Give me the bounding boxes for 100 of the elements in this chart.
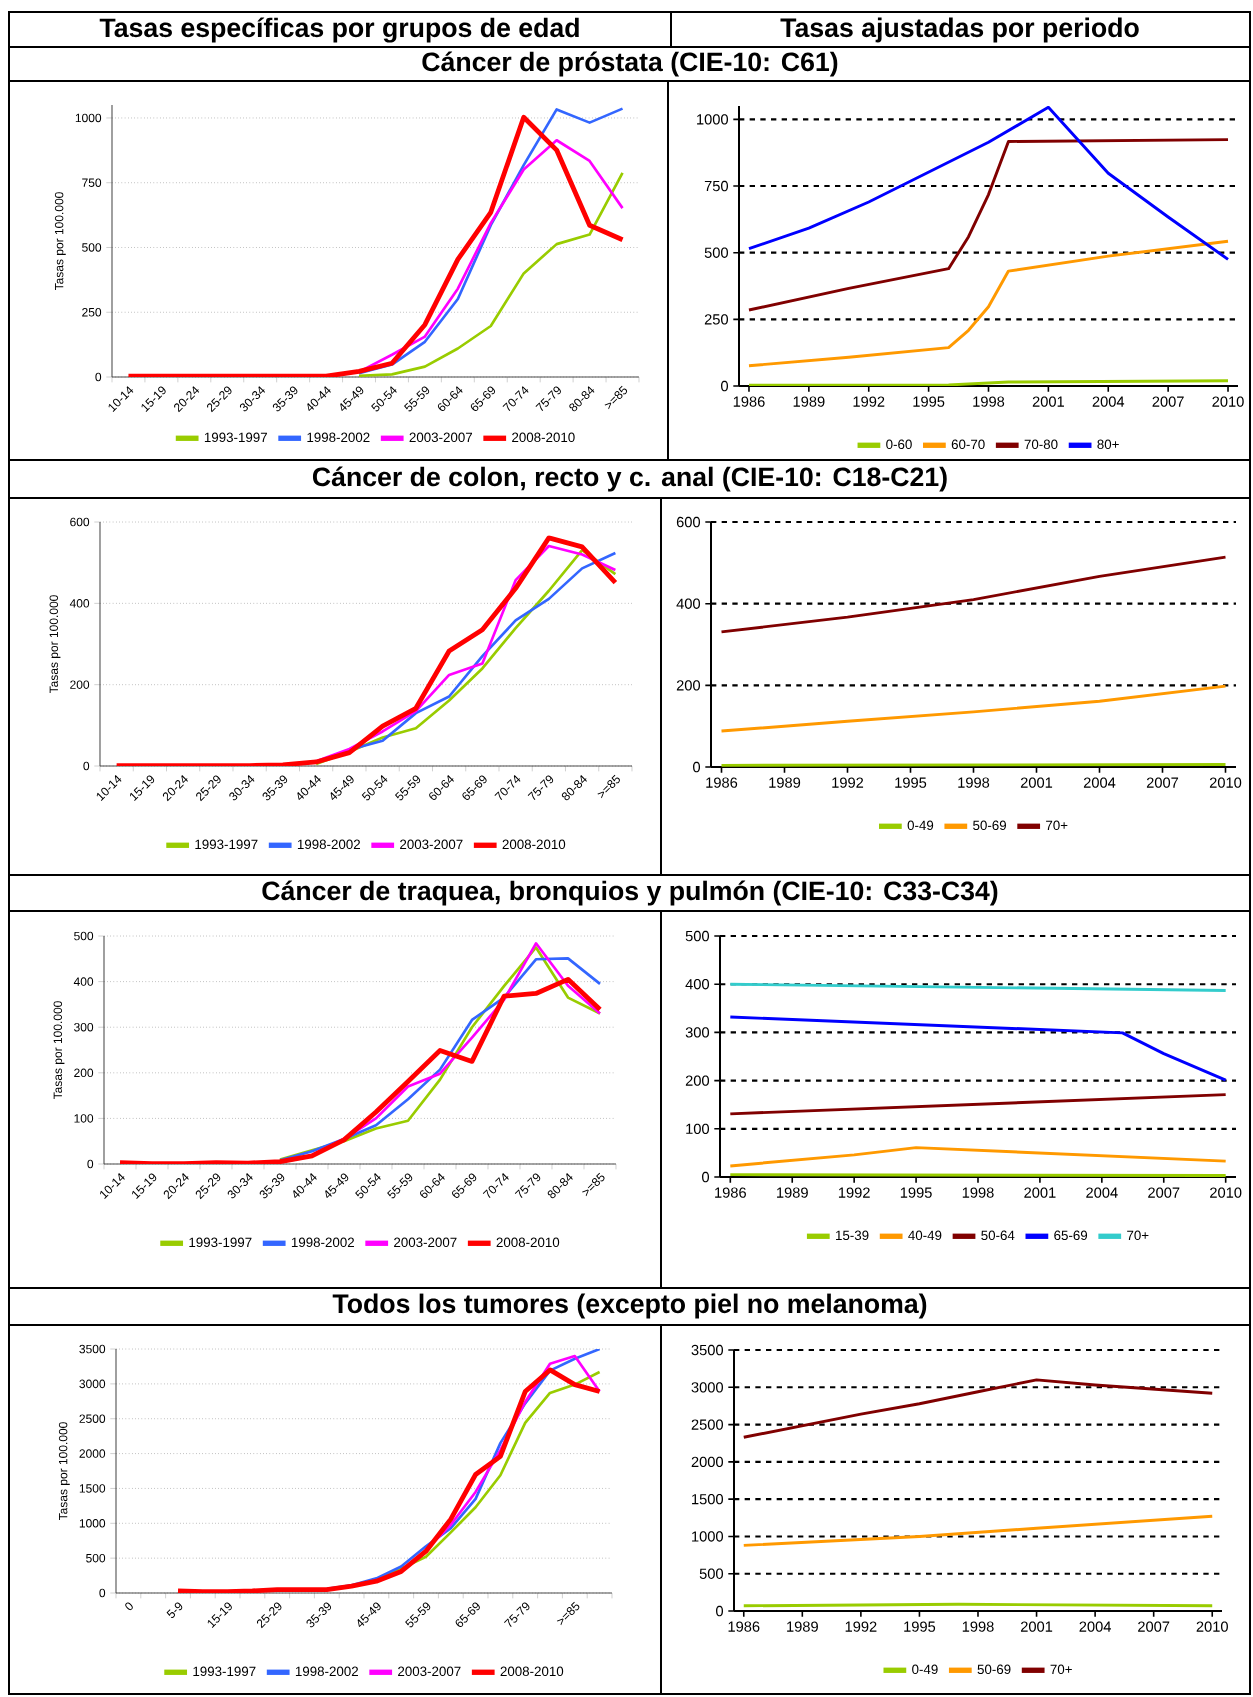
y-tick-label: 600 (676, 516, 701, 528)
legend-label: 50-64 (981, 1230, 1015, 1241)
line-series (742, 1378, 1214, 1439)
y-tick-label: 0 (83, 761, 90, 771)
legend-label: 1993-1997 (189, 1237, 252, 1248)
y-tick-label: 200 (74, 1068, 94, 1078)
y-tick-label: 0 (87, 1159, 94, 1169)
x-tick-label: 1989 (787, 1621, 818, 1632)
y-tick-label: 1000 (697, 114, 728, 125)
legend-label: 0-49 (912, 1664, 938, 1675)
x-tick-label: 0 (125, 1602, 133, 1611)
x-tick-label: 1989 (769, 777, 801, 788)
legend-label: 1993-1997 (195, 839, 258, 850)
x-tick-label: 2010 (1196, 1621, 1228, 1632)
x-tick-label: 2001 (1024, 1187, 1056, 1198)
legend-label: 70+ (1046, 820, 1068, 831)
y-tick-label: 3500 (79, 1344, 106, 1354)
y-tick-label: 200 (676, 680, 701, 691)
line-series (747, 239, 1230, 368)
x-tick-label: 2010 (1210, 1187, 1242, 1198)
x-tick-label: 1992 (832, 777, 864, 788)
legend-label: 1998-2002 (295, 1666, 358, 1677)
legend-label: 70-80 (1024, 439, 1058, 450)
chart-title: Tasas específicas por grupos de edad (99, 17, 579, 43)
y-tick-label: 300 (685, 1027, 710, 1038)
legend-label: 1998-2002 (291, 1237, 354, 1248)
legend-label: 1998-2002 (307, 432, 370, 443)
legend-label: 2003-2007 (398, 1666, 461, 1677)
x-tick-label: 1986 (733, 396, 765, 407)
legend-label: 2003-2007 (394, 1237, 457, 1248)
x-tick-label: 1998 (958, 777, 990, 788)
y-tick-label: 2000 (691, 1456, 723, 1468)
y-tick-label: 1500 (79, 1484, 106, 1493)
y-tick-label: 250 (704, 314, 729, 325)
y-tick-label: 300 (74, 1022, 94, 1032)
x-tick-label: 2010 (1209, 777, 1242, 788)
x-tick-label: 1998 (962, 1621, 994, 1632)
x-tick-label: 2004 (1092, 396, 1125, 407)
legend-label: 2003-2007 (409, 432, 473, 443)
y-tick-label: 400 (676, 598, 701, 609)
y-axis-title: Tasas por 100.000 (49, 595, 61, 694)
legend-label: 50-69 (973, 820, 1007, 831)
legend-label: 80+ (1097, 439, 1119, 450)
y-tick-label: 0 (95, 372, 102, 382)
x-tick-label: 2007 (1146, 777, 1179, 788)
chart-title: Cáncer de traquea, bronquios y pulmón (CIE-10: C33-C34) (262, 880, 998, 906)
y-tick-label: 500 (699, 1568, 724, 1579)
legend-label: 0-49 (907, 820, 934, 831)
legend-label: 40-49 (908, 1230, 942, 1241)
x-tick-label: 1995 (913, 396, 945, 407)
x-tick-label: 2001 (1032, 396, 1064, 407)
legend-label: 2008-2010 (502, 839, 566, 850)
x-tick-label: 1986 (715, 1187, 746, 1198)
x-tick-label: 2004 (1086, 1187, 1118, 1198)
x-tick-label: 2007 (1138, 1621, 1170, 1632)
x-tick-label: 2010 (1212, 396, 1244, 407)
y-tick-label: 400 (73, 977, 94, 986)
y-tick-label: 250 (82, 308, 102, 317)
y-tick-label: 400 (685, 979, 710, 990)
x-tick-label: 1992 (845, 1621, 877, 1632)
y-tick-label: 750 (82, 178, 102, 187)
y-tick-label: 0 (693, 761, 701, 773)
y-tick-label: 400 (69, 599, 90, 608)
x-tick-label: 1989 (793, 396, 825, 407)
y-tick-label: 600 (70, 517, 90, 527)
x-tick-label: 1995 (900, 1187, 932, 1198)
y-tick-label: 500 (704, 247, 729, 258)
legend-label: 70+ (1050, 1664, 1072, 1675)
y-tick-label: 1000 (79, 1519, 106, 1528)
x-tick-label: 2001 (1020, 1621, 1053, 1632)
y-tick-label: 3500 (691, 1344, 723, 1356)
line-series (357, 171, 624, 378)
line-series (117, 976, 603, 1165)
line-series (728, 1146, 1228, 1168)
chart-title: Cáncer de colon, recto y c. anal (CIE-10: C18-C21) (312, 466, 947, 492)
legend-label: 65-69 (1054, 1230, 1088, 1241)
x-tick-label: 2007 (1148, 1187, 1180, 1198)
x-tick-label: 2007 (1152, 396, 1184, 407)
y-axis-title: Tasas por 100.000 (58, 1422, 70, 1521)
legend-label: 50-69 (977, 1664, 1011, 1675)
x-tick-label: 5-9 (166, 1602, 183, 1618)
legend-label: 2003-2007 (400, 839, 463, 850)
x-tick-label: 2004 (1079, 1621, 1111, 1632)
y-tick-label: 100 (74, 1114, 94, 1123)
y-tick-label: 200 (685, 1075, 710, 1086)
x-tick-label: 1989 (777, 1187, 808, 1198)
y-axis-title: Tasas por 100.000 (53, 1001, 65, 1100)
chart-title: Tasas ajustadas por periodo (780, 17, 1139, 43)
x-tick-label: 1998 (973, 396, 1005, 407)
line-series (747, 138, 1230, 312)
line-series (742, 1514, 1214, 1547)
y-axis-title: Tasas por 100.000 (54, 192, 66, 291)
x-tick-label: 1992 (853, 396, 885, 407)
y-tick-label: 500 (685, 930, 710, 942)
legend-label: 70+ (1127, 1230, 1149, 1241)
x-tick-label: 1992 (838, 1187, 870, 1198)
y-tick-label: 1000 (692, 1531, 723, 1542)
y-tick-label: 500 (86, 1553, 106, 1563)
y-tick-label: 100 (686, 1123, 710, 1135)
x-tick-label: 1995 (895, 777, 927, 788)
